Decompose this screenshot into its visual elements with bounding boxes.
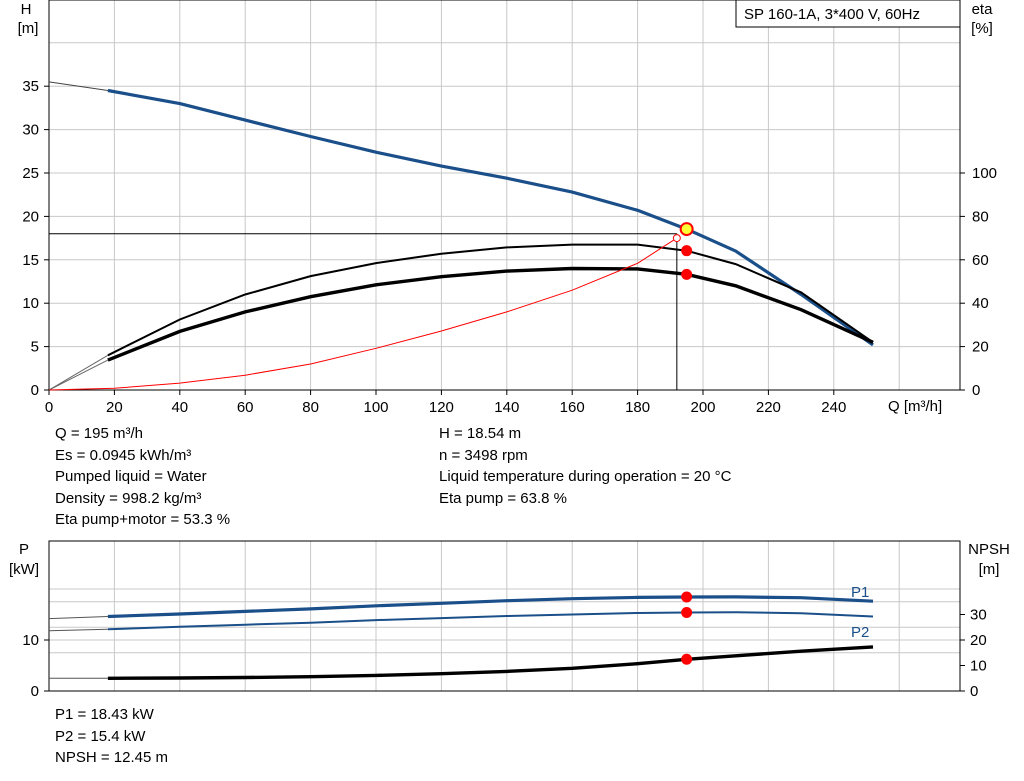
upper-curves — [48, 81, 874, 391]
h-axis-label: H — [21, 1, 32, 18]
x-tick-label-120: 120 — [429, 399, 454, 416]
x-tick-label-40: 40 — [171, 399, 188, 416]
npsh-marker — [681, 653, 693, 665]
info-eta-pump: Eta pump = 63.8 % — [439, 489, 567, 507]
h-tick-label-0: 0 — [31, 382, 39, 399]
h-tick-label-5: 5 — [31, 339, 39, 356]
system-intersection-marker — [672, 234, 681, 243]
p-tick-label-10: 10 — [22, 632, 39, 649]
info-p2: P2 = 15.4 kW — [55, 727, 146, 745]
npsh-tick-label-0: 0 — [970, 683, 978, 700]
info-upper-right: H = 18.54 m n = 3498 rpm Liquid temperat… — [439, 423, 731, 509]
x-tick-label-100: 100 — [363, 399, 388, 416]
p2-curve-label: P2 — [851, 624, 869, 641]
x-tick-label-200: 200 — [690, 399, 715, 416]
eta-axis-unit: [%] — [971, 20, 993, 37]
h-tick-label-10: 10 — [22, 295, 39, 312]
x-tick-label-60: 60 — [237, 399, 254, 416]
info-npsh: NPSH = 12.45 m — [55, 749, 168, 766]
h-tick-label-35: 35 — [22, 78, 39, 95]
info-eta-pump-motor: Eta pump+motor = 53.3 % — [55, 511, 231, 528]
h-tick-label-20: 20 — [22, 208, 39, 225]
chart-title: SP 160-1A, 3*400 V, 60Hz — [744, 6, 920, 23]
info-head: H = 18.54 m — [439, 425, 522, 442]
q-axis-label: Q [m³/h] — [888, 398, 942, 415]
eta-pump-curve — [107, 243, 874, 357]
p-axis-unit: [kW] — [9, 561, 39, 578]
p-tick-label-0: 0 — [31, 683, 39, 700]
x-tick-label-220: 220 — [756, 399, 781, 416]
info-speed: n = 3498 rpm — [439, 446, 528, 464]
npsh-axis-label: NPSH — [968, 541, 1010, 558]
p2-curve-extension — [48, 628, 108, 632]
h-tick-label-30: 30 — [22, 122, 39, 139]
eta-tick-label-40: 40 — [972, 295, 989, 312]
p1-curve-label: P1 — [851, 584, 869, 601]
upper-plot-frame — [48, 0, 961, 391]
x-tick-label-20: 20 — [106, 399, 123, 416]
npsh-tick-label-20: 20 — [970, 632, 987, 649]
lower-ticks: 0 10 0 10 20 30 — [22, 607, 986, 701]
x-tick-label-140: 140 — [494, 399, 519, 416]
upper-ticks: 0 20 40 60 80 100 120 140 160 180 200 220 2400510152… — [22, 78, 997, 416]
h-axis-unit: [m] — [18, 20, 39, 37]
lower-plot-frame — [48, 540, 961, 692]
info-pumped-liquid: Pumped liquid = Water — [55, 468, 207, 485]
info-lower-left: P1 = 18.43 kW P2 = 15.4 kW NPSH = 12.45 … — [55, 704, 168, 769]
p-axis-label: P — [19, 541, 29, 558]
info-density: Density = 998.2 kg/m³ — [55, 489, 202, 507]
eta-pump-extension — [48, 354, 109, 391]
eta-pump-motor-marker — [681, 268, 693, 280]
info-p1: P1 = 18.43 kW — [55, 706, 154, 723]
eta-pump-motor-extension — [48, 359, 109, 391]
info-flow: Q = 195 m³/h — [55, 425, 143, 442]
p2-marker — [681, 606, 693, 618]
title-box — [735, 0, 961, 28]
npsh-axis-unit: [m] — [979, 561, 1000, 578]
info-liquid-temperature: Liquid temperature during operation = 20… — [439, 468, 732, 485]
eta-tick-label-0: 0 — [972, 382, 980, 399]
x-tick-label-240: 240 — [821, 399, 846, 416]
duty-point-marker — [679, 222, 694, 237]
x-tick-label-0: 0 — [45, 399, 53, 416]
npsh-curve — [107, 645, 874, 680]
eta-tick-label-20: 20 — [972, 339, 989, 356]
npsh-tick-label-10: 10 — [970, 658, 987, 675]
lower-curves — [48, 591, 874, 680]
p1-curve — [107, 595, 874, 619]
eta-tick-label-60: 60 — [972, 252, 989, 269]
h-tick-label-15: 15 — [22, 252, 39, 269]
info-specific-energy: Es = 0.0945 kWh/m³ — [55, 446, 192, 464]
eta-pump-marker — [681, 245, 693, 257]
info-upper-left: Q = 195 m³/h Es = 0.0945 kWh/m³ Pumped l… — [55, 423, 230, 531]
npsh-tick-label-30: 30 — [970, 607, 987, 624]
p1-curve-extension — [48, 616, 108, 620]
h-curve-extension — [48, 81, 108, 91]
upper-grid — [48, 0, 960, 391]
h-curve — [107, 88, 874, 347]
system-curve — [48, 237, 678, 391]
eta-pump-motor-curve — [107, 266, 874, 362]
h-tick-label-25: 25 — [22, 165, 39, 182]
x-tick-label-160: 160 — [560, 399, 585, 416]
eta-axis-label: eta — [972, 1, 994, 18]
eta-tick-label-80: 80 — [972, 208, 989, 225]
x-tick-label-180: 180 — [625, 399, 650, 416]
p1-marker — [681, 591, 693, 603]
p2-curve — [107, 611, 874, 631]
x-tick-label-80: 80 — [302, 399, 319, 416]
eta-tick-label-100: 100 — [972, 165, 997, 182]
